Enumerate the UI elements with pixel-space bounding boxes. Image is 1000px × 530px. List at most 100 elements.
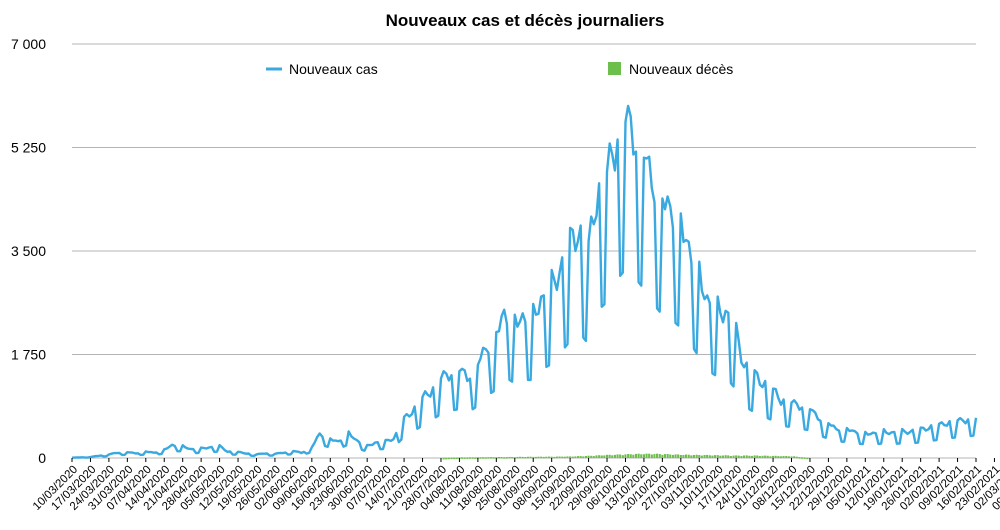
deaths-bar [764,455,767,458]
deaths-bar [661,454,664,458]
deaths-bar [592,456,595,458]
deaths-bar [505,457,508,459]
deaths-bar [529,456,532,459]
deaths-bar [682,455,685,458]
deaths-bar [658,454,661,458]
deaths-bar [666,454,669,458]
deaths-bar [613,454,616,458]
deaths-bar [566,456,569,458]
deaths-bar [648,453,651,458]
y-tick-label: 5 250 [11,140,46,156]
deaths-bar [645,453,648,458]
deaths-bar [690,455,693,458]
deaths-bar [606,454,609,458]
deaths-bar [587,455,590,458]
deaths-bar [674,454,677,458]
deaths-bar [476,457,479,459]
legend-swatch-deaths [608,62,621,75]
deaths-bar [497,457,500,459]
deaths-bar [769,456,772,458]
deaths-bar [756,455,759,458]
deaths-bar [714,455,717,458]
legend: Nouveaux cas Nouveaux décès [266,61,733,77]
deaths-bar [548,456,551,459]
deaths-bar [685,454,688,458]
deaths-bar [532,456,535,459]
deaths-bar [758,456,761,458]
legend-item-cases: Nouveaux cas [266,61,378,77]
deaths-bar [600,455,603,458]
deaths-bar [698,455,701,458]
deaths-bar [466,457,469,459]
deaths-bar [550,456,553,459]
deaths-bar [642,454,645,458]
x-axis: 10/03/202017/03/202024/03/202031/03/2020… [31,458,1000,513]
deaths-bar [555,456,558,459]
deaths-bar [621,455,624,458]
deaths-bar [461,457,464,459]
deaths-bar [590,455,593,458]
deaths-bar [453,457,456,460]
deaths-bar [677,454,680,458]
deaths-bar [721,455,724,458]
deaths-bar [700,455,703,458]
deaths-bar [553,456,556,459]
deaths-bar [608,454,611,458]
deaths-bar [624,454,627,458]
y-tick-label: 1 750 [11,347,46,363]
deaths-bar [534,456,537,459]
grid-lines [72,43,976,459]
deaths-bar [471,457,474,459]
deaths-bar [716,455,719,458]
deaths-bar [571,456,574,459]
deaths-bar [468,457,471,459]
deaths-bar [487,457,490,459]
deaths-bar [729,456,732,458]
deaths-bar [450,457,453,460]
deaths-bar [801,457,804,459]
deaths-bar [785,456,788,458]
deaths-bar [703,455,706,458]
deaths-bar [521,456,524,459]
deaths-bar [513,457,516,459]
deaths-bar [611,455,614,458]
deaths-bar [627,454,630,458]
deaths-bar [650,454,653,458]
deaths-bar [484,457,487,459]
deaths-bar [669,454,672,458]
deaths-bar [748,455,751,458]
deaths-bar [692,455,695,458]
deaths-bar [603,455,606,458]
deaths-bar [616,454,619,458]
deaths-bar [542,456,545,459]
chart-title: Nouveaux cas et décès journaliers [386,11,665,30]
deaths-bar [735,455,738,458]
deaths-bar [806,457,809,460]
deaths-bar [640,454,643,458]
deaths-bar [656,453,659,458]
deaths-bar [492,457,495,459]
deaths-bar [508,456,511,459]
cases-line [71,104,978,459]
deaths-bar [793,456,796,458]
y-tick-label: 7 000 [11,36,46,52]
y-tick-label: 0 [38,450,46,466]
deaths-bar [695,454,698,458]
deaths-bar [598,455,601,458]
deaths-bar [629,454,632,458]
deaths-bar [537,456,540,459]
deaths-bar [803,457,806,459]
deaths-bar [482,457,485,459]
deaths-bar [474,457,477,459]
deaths-bar [727,455,730,458]
deaths-bar [540,456,543,459]
deaths-bar [577,456,580,458]
deaths-bar [463,457,466,459]
deaths-bar [637,453,640,458]
deaths-bar [545,456,548,459]
deaths-bar [671,454,674,458]
deaths-bar [632,454,635,458]
deaths-bar [798,457,801,459]
deaths-bar [777,456,780,458]
deaths-bar [563,456,566,459]
